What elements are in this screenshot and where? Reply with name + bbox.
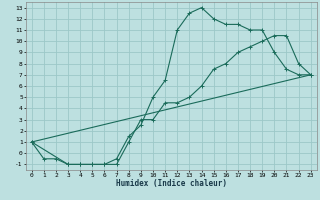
- X-axis label: Humidex (Indice chaleur): Humidex (Indice chaleur): [116, 179, 227, 188]
